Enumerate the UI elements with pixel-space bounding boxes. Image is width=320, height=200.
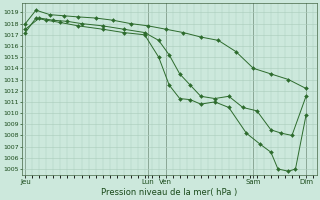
X-axis label: Pression niveau de la mer( hPa ): Pression niveau de la mer( hPa ) <box>101 188 237 197</box>
